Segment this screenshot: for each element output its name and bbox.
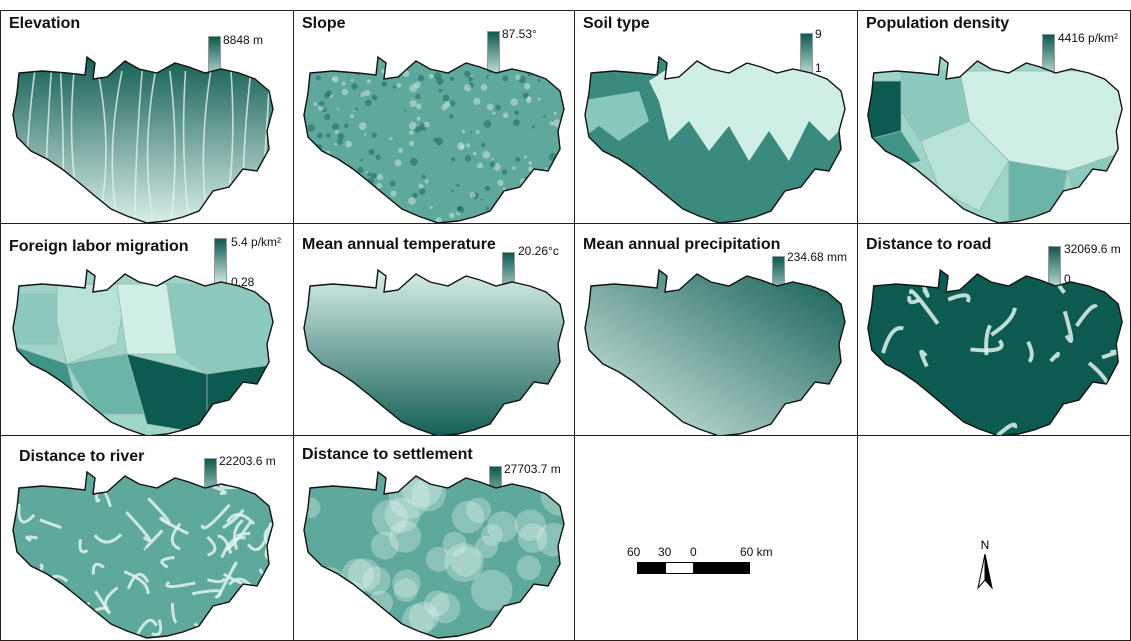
panel-title: Soil type <box>583 15 650 32</box>
legend-max: 87.53° <box>502 27 537 41</box>
legend-max: 234.68 mm <box>787 250 848 264</box>
legend-max: 9 <box>815 27 822 41</box>
map-mean-annual-temperature <box>303 268 565 435</box>
panel-mean-annual-temperature: Mean annual temperature 20.26°c 0 <box>293 223 575 436</box>
panel-title: Slope <box>302 15 346 32</box>
panel-foreign-labor-migration: Foreign labor migration 5.4 p/km² 0.28 <box>0 223 294 436</box>
scale-label-60: 60 <box>627 545 641 559</box>
panel-title: Elevation <box>9 15 81 32</box>
panel-title: Population density <box>866 15 1010 32</box>
north-arrow: N <box>975 538 995 595</box>
panel-title: Distance to settlement <box>302 446 473 463</box>
panel-title: Mean annual temperature <box>302 236 496 253</box>
legend-max: 22203.6 m <box>219 454 276 468</box>
legend-max: 27703.7 m <box>504 462 561 476</box>
legend-max: 4416 p/km² <box>1058 31 1119 45</box>
legend-max: 32069.6 m <box>1064 242 1121 256</box>
map-soil-type <box>584 55 846 223</box>
map-elevation <box>12 55 274 223</box>
map-foreign-labor-migration <box>12 268 274 435</box>
legend-max: 20.26°c <box>518 244 559 258</box>
panel-title: Distance to road <box>866 236 992 253</box>
north-label: N <box>980 538 990 552</box>
map-slope <box>303 55 565 223</box>
legend-min: 1 <box>815 61 822 75</box>
scale-segment <box>637 562 666 574</box>
panel-title: Mean annual precipitation <box>583 236 781 253</box>
scale-label-60-km: 60 km <box>740 545 773 559</box>
panel-distance-to-road: Distance to road 32069.6 m 0 <box>857 223 1131 436</box>
map-distance-to-settlement <box>303 470 565 639</box>
panel-distance-to-settlement: Distance to settlement 27703.7 m 0 <box>293 435 575 641</box>
legend-max: 8848 m <box>223 33 264 47</box>
scale-label-30: 30 <box>658 545 672 559</box>
scale-bar <box>637 562 750 574</box>
panel-title: Foreign labor migration <box>9 238 189 255</box>
panel-title: Distance to river <box>19 448 145 465</box>
map-mean-annual-precipitation <box>584 268 846 435</box>
panel-distance-to-river: Distance to river 22203.6 m 0 <box>0 435 294 641</box>
panel-scale-bar <box>574 435 858 641</box>
legend-min: 0 <box>1064 272 1071 286</box>
panel-slope: Slope 87.53° 0 <box>293 10 575 224</box>
north-arrow-icon <box>977 553 993 590</box>
panel-population-density: Population density 4416 p/km² 28 <box>857 10 1131 224</box>
panel-elevation: Elevation 8848 m 96 <box>0 10 294 224</box>
legend-max: 5.4 p/km² <box>231 235 282 249</box>
scale-segment <box>665 562 694 574</box>
scale-segment <box>693 562 750 574</box>
map-distance-to-river <box>12 470 274 639</box>
panel-mean-annual-precipitation: Mean annual precipitation 234.68 mm 56.7… <box>574 223 858 436</box>
map-population-density <box>867 55 1123 223</box>
panel-soil-type: Soil type 9 1 <box>574 10 858 224</box>
scale-label-0: 0 <box>690 545 697 559</box>
map-distance-to-road <box>867 268 1123 435</box>
